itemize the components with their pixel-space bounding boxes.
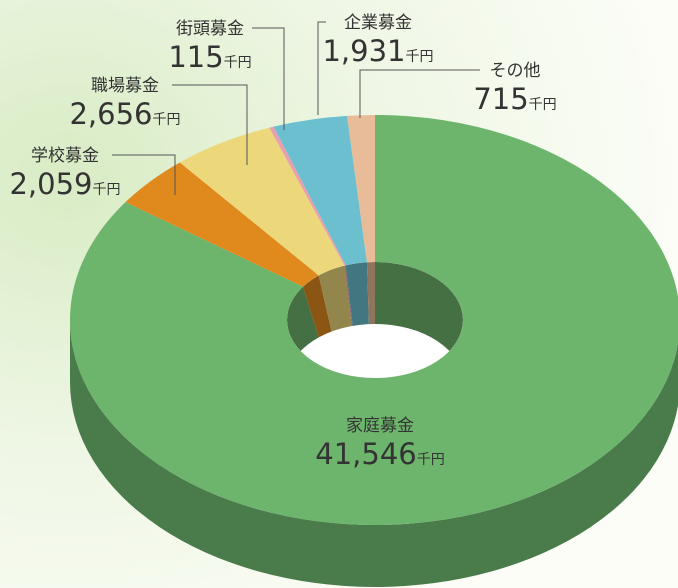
category-label: 街頭募金 (176, 19, 244, 39)
category-label: 家庭募金 (346, 416, 414, 436)
unit: 千円 (93, 182, 121, 198)
unit: 千円 (224, 55, 252, 71)
value: 41,546 (315, 437, 416, 471)
unit: 千円 (417, 452, 445, 468)
value: 115 (168, 40, 223, 74)
value: 2,656 (69, 97, 152, 131)
unit: 千円 (529, 97, 557, 113)
category-label: 職場募金 (91, 76, 159, 96)
value: 2,059 (9, 167, 92, 201)
value: 715 (473, 82, 528, 116)
value: 1,931 (322, 34, 405, 68)
category-label: 学校募金 (31, 146, 99, 166)
chart: 家庭募金41,546千円学校募金2,059千円職場募金2,656千円街頭募金11… (0, 0, 678, 588)
category-label: その他 (490, 61, 541, 81)
unit: 千円 (406, 49, 434, 65)
unit: 千円 (153, 112, 181, 128)
category-label: 企業募金 (344, 13, 412, 33)
